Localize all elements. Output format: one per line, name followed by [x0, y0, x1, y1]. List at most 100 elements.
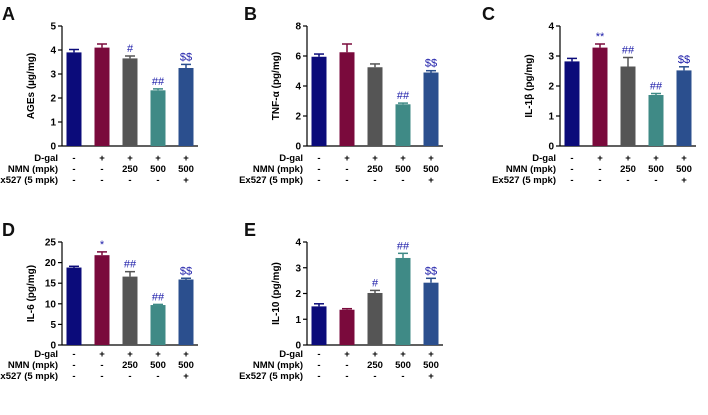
panel-letter: B	[244, 4, 257, 24]
bar-d-1	[66, 267, 82, 345]
condition-cell: -	[317, 164, 320, 175]
condition-cell: -	[654, 175, 657, 186]
condition-cell: 250	[367, 164, 383, 175]
condition-cell: +	[681, 153, 687, 164]
y-tick-label: 20	[45, 258, 57, 269]
y-tick-label: 10	[45, 299, 57, 310]
y-axis-label: IL-10 (pg/mg)	[271, 262, 282, 325]
significance-mark: ##	[622, 45, 635, 57]
condition-row-label: Ex527 (5 mpk)	[0, 371, 58, 382]
condition-cell: +	[428, 349, 434, 360]
condition-cell: 500	[178, 164, 194, 175]
condition-cell: +	[155, 153, 161, 164]
y-tick-label: 2	[50, 94, 56, 105]
significance-mark: #	[127, 43, 134, 55]
condition-row-label: D-gal	[34, 349, 58, 360]
condition-row-label: NMN (mpk)	[253, 360, 303, 371]
bar-a-4	[150, 90, 166, 146]
significance-mark: *	[100, 239, 105, 251]
y-tick-label: 25	[45, 238, 57, 249]
y-tick-label: 2	[548, 82, 554, 93]
significance-mark: ##	[152, 76, 165, 88]
bar-a-5	[178, 68, 194, 146]
bar-e-2	[339, 309, 355, 345]
condition-cell: 500	[395, 360, 411, 371]
bar-e-3	[367, 292, 383, 345]
condition-cell: +	[428, 175, 434, 186]
bar-d-4	[150, 305, 166, 345]
bar-c-3	[620, 66, 636, 146]
condition-cell: +	[127, 349, 133, 360]
bar-e-5	[423, 282, 439, 345]
condition-row-label: Ex527 (5 mpk)	[492, 175, 556, 186]
bar-d-2	[94, 255, 110, 345]
condition-cell: +	[183, 371, 189, 382]
y-tick-label: 8	[295, 22, 301, 33]
condition-row-label: Ex527 (5 mpk)	[0, 175, 58, 186]
condition-row-label: D-gal	[34, 153, 58, 164]
condition-cell: -	[401, 371, 404, 382]
condition-cell: -	[345, 360, 348, 371]
y-tick-label: 4	[295, 238, 301, 249]
condition-cell: -	[72, 175, 75, 186]
condition-cell: -	[317, 360, 320, 371]
y-axis-label: IL-6 (pg/mg)	[26, 265, 37, 322]
y-tick-label: 0	[50, 341, 56, 352]
condition-row-label: NMN (mpk)	[8, 164, 58, 175]
significance-mark: $$	[678, 54, 690, 66]
condition-cell: +	[155, 349, 161, 360]
y-tick-label: 0	[548, 142, 554, 153]
y-tick-label: 1	[295, 315, 301, 326]
condition-cell: -	[570, 164, 573, 175]
condition-cell: 500	[423, 164, 439, 175]
condition-cell: -	[72, 360, 75, 371]
panel-letter: E	[244, 220, 256, 240]
condition-cell: -	[570, 175, 573, 186]
condition-cell: -	[156, 371, 159, 382]
condition-row-label: D-gal	[279, 349, 303, 360]
condition-cell: +	[428, 371, 434, 382]
y-tick-label: 3	[295, 263, 301, 274]
condition-cell: +	[99, 153, 105, 164]
bar-d-3	[122, 276, 138, 345]
y-tick-label: 2	[295, 112, 301, 123]
condition-cell: 500	[648, 164, 664, 175]
significance-mark: ##	[650, 81, 663, 93]
y-tick-label: 0	[295, 142, 301, 153]
condition-cell: +	[372, 349, 378, 360]
condition-cell: -	[128, 175, 131, 186]
condition-cell: -	[100, 164, 103, 175]
condition-cell: +	[183, 349, 189, 360]
condition-row-label: D-gal	[532, 153, 556, 164]
y-axis-label: TNF-α (pg/mg)	[271, 52, 282, 120]
condition-cell: -	[345, 164, 348, 175]
significance-mark: **	[596, 31, 605, 43]
significance-mark: #	[372, 277, 379, 289]
significance-mark: ##	[397, 240, 410, 252]
condition-cell: -	[317, 153, 320, 164]
condition-cell: -	[317, 349, 320, 360]
panel-letter: A	[2, 4, 15, 24]
bar-c-4	[648, 95, 664, 146]
y-tick-label: 4	[50, 46, 56, 57]
condition-cell: -	[72, 153, 75, 164]
condition-cell: -	[72, 371, 75, 382]
condition-cell: 500	[676, 164, 692, 175]
condition-row-label: NMN (mpk)	[253, 164, 303, 175]
condition-row-label: Ex527 (5 mpk)	[239, 371, 303, 382]
condition-cell: -	[156, 175, 159, 186]
bar-d-5	[178, 279, 194, 345]
condition-row-label: NMN (mpk)	[506, 164, 556, 175]
bar-e-1	[311, 306, 327, 345]
significance-mark: $$	[180, 51, 192, 63]
condition-cell: +	[653, 153, 659, 164]
significance-mark: ##	[152, 291, 165, 303]
condition-cell: -	[626, 175, 629, 186]
condition-cell: +	[400, 153, 406, 164]
panel-letter: C	[482, 4, 495, 24]
